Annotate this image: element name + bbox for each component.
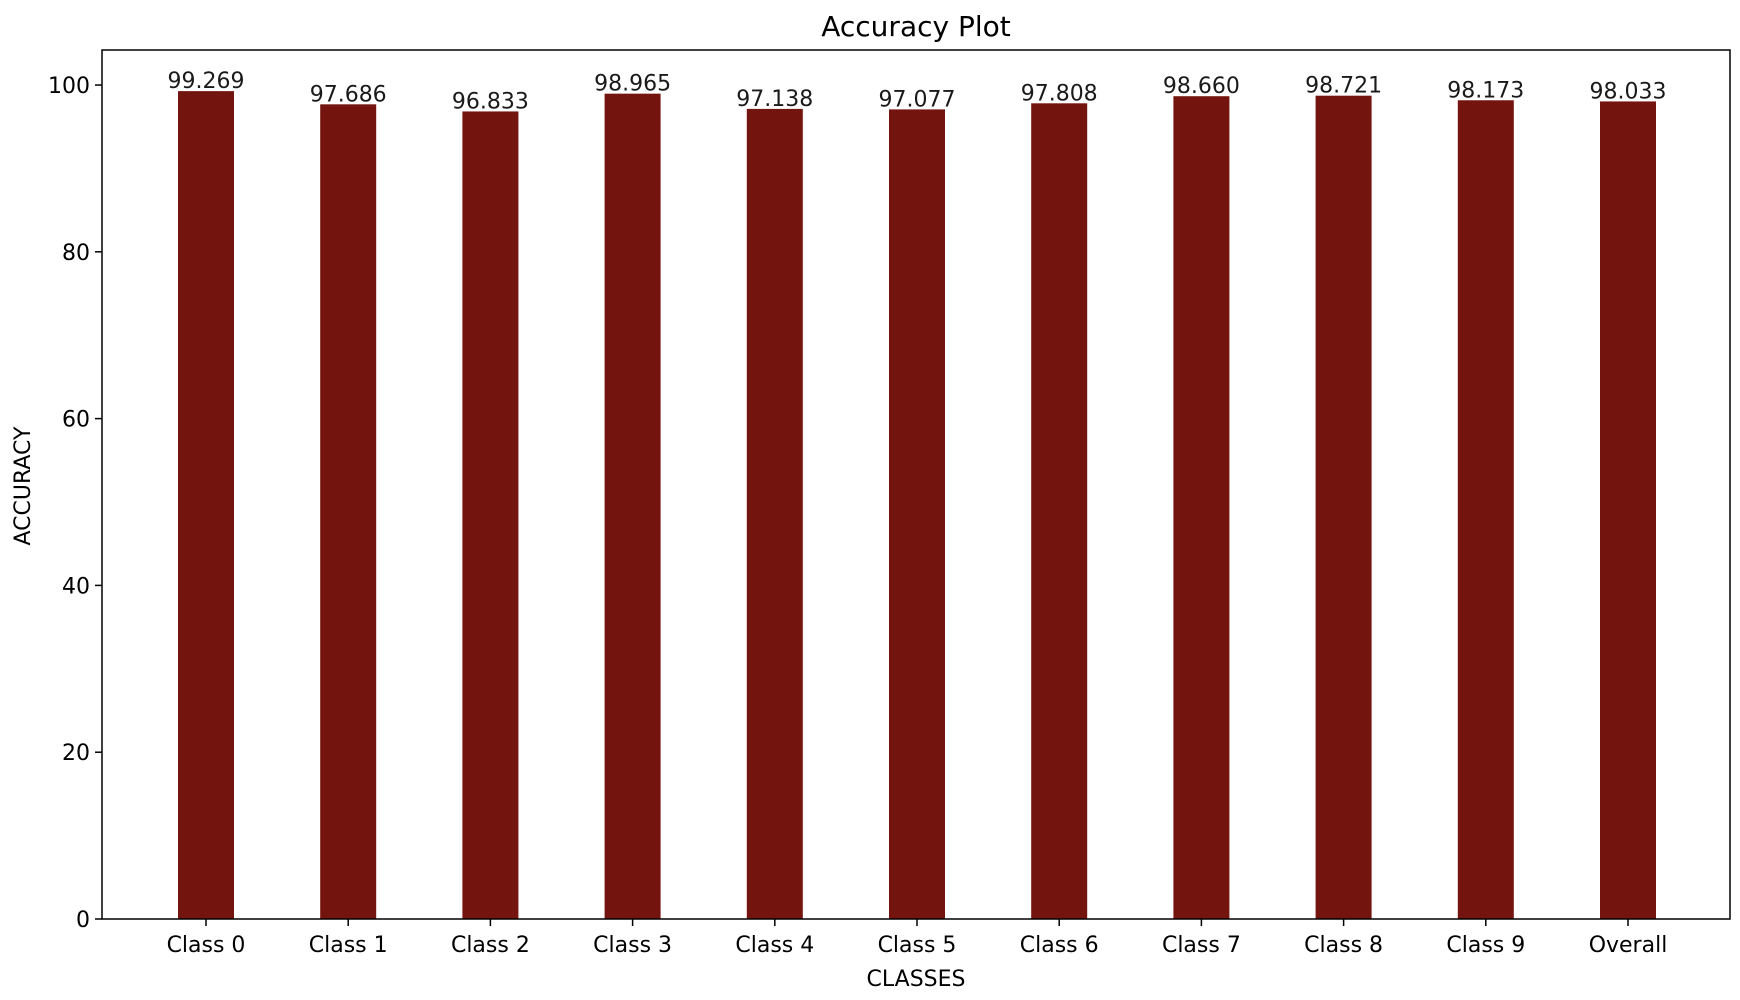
bar-class-0 (178, 91, 234, 919)
x-tick-label: Class 7 (1162, 933, 1241, 958)
data-label: 98.660 (1163, 74, 1240, 99)
x-tick-label: Class 8 (1304, 933, 1383, 958)
x-tick-label: Class 2 (451, 933, 530, 958)
data-label: 97.686 (310, 82, 387, 107)
y-tick-label: 0 (76, 908, 90, 933)
x-axis-ticks: Class 0 Class 1 Class 2 Class 3 Class 4 Class… (167, 919, 1668, 958)
bar-overall (1600, 101, 1656, 919)
y-tick-label: 60 (62, 408, 90, 433)
x-tick-label: Class 5 (878, 933, 957, 958)
bars-group (178, 91, 1656, 920)
bar-class-8 (1315, 95, 1372, 920)
x-tick-label: Overall (1589, 933, 1668, 958)
y-axis-ticks: 0 20 40 60 80 100 (48, 74, 102, 933)
x-tick-label: Class 3 (593, 933, 672, 958)
chart-title: Accuracy Plot (821, 10, 1011, 43)
data-label: 98.173 (1447, 78, 1524, 103)
bar-class-6 (1031, 103, 1088, 920)
data-label: 98.033 (1590, 79, 1667, 104)
x-tick-label: Class 9 (1446, 933, 1525, 958)
data-label: 97.808 (1021, 81, 1098, 106)
data-label: 96.833 (452, 89, 529, 114)
x-tick-label: Class 0 (167, 933, 246, 958)
plot-area-frame (101, 49, 1731, 920)
bar-class-2 (462, 111, 519, 920)
bar-class-5 (889, 109, 945, 919)
y-tick-label: 40 (62, 574, 90, 599)
x-axis-label: CLASSES (867, 967, 966, 992)
data-label: 98.721 (1305, 74, 1382, 99)
bar-class-3 (604, 93, 661, 919)
y-tick-label: 80 (62, 241, 90, 266)
y-axis-label: ACCURACY (11, 426, 36, 546)
data-label: 97.077 (879, 87, 956, 112)
bar-class-7 (1173, 96, 1230, 920)
x-tick-label: Class 4 (735, 933, 814, 958)
data-labels-group: 99.269 97.686 96.833 98.965 97.138 97.077 97.8… (168, 69, 1667, 114)
y-tick-label: 100 (48, 74, 90, 99)
bar-class-9 (1457, 100, 1514, 920)
data-label: 99.269 (168, 69, 245, 94)
bar-class-1 (320, 104, 377, 919)
x-tick-label: Class 6 (1020, 933, 1099, 958)
bar-class-4 (746, 108, 803, 919)
data-label: 97.138 (736, 87, 813, 112)
y-tick-label: 20 (62, 741, 90, 766)
x-tick-label: Class 1 (309, 933, 388, 958)
data-label: 98.965 (594, 72, 671, 97)
